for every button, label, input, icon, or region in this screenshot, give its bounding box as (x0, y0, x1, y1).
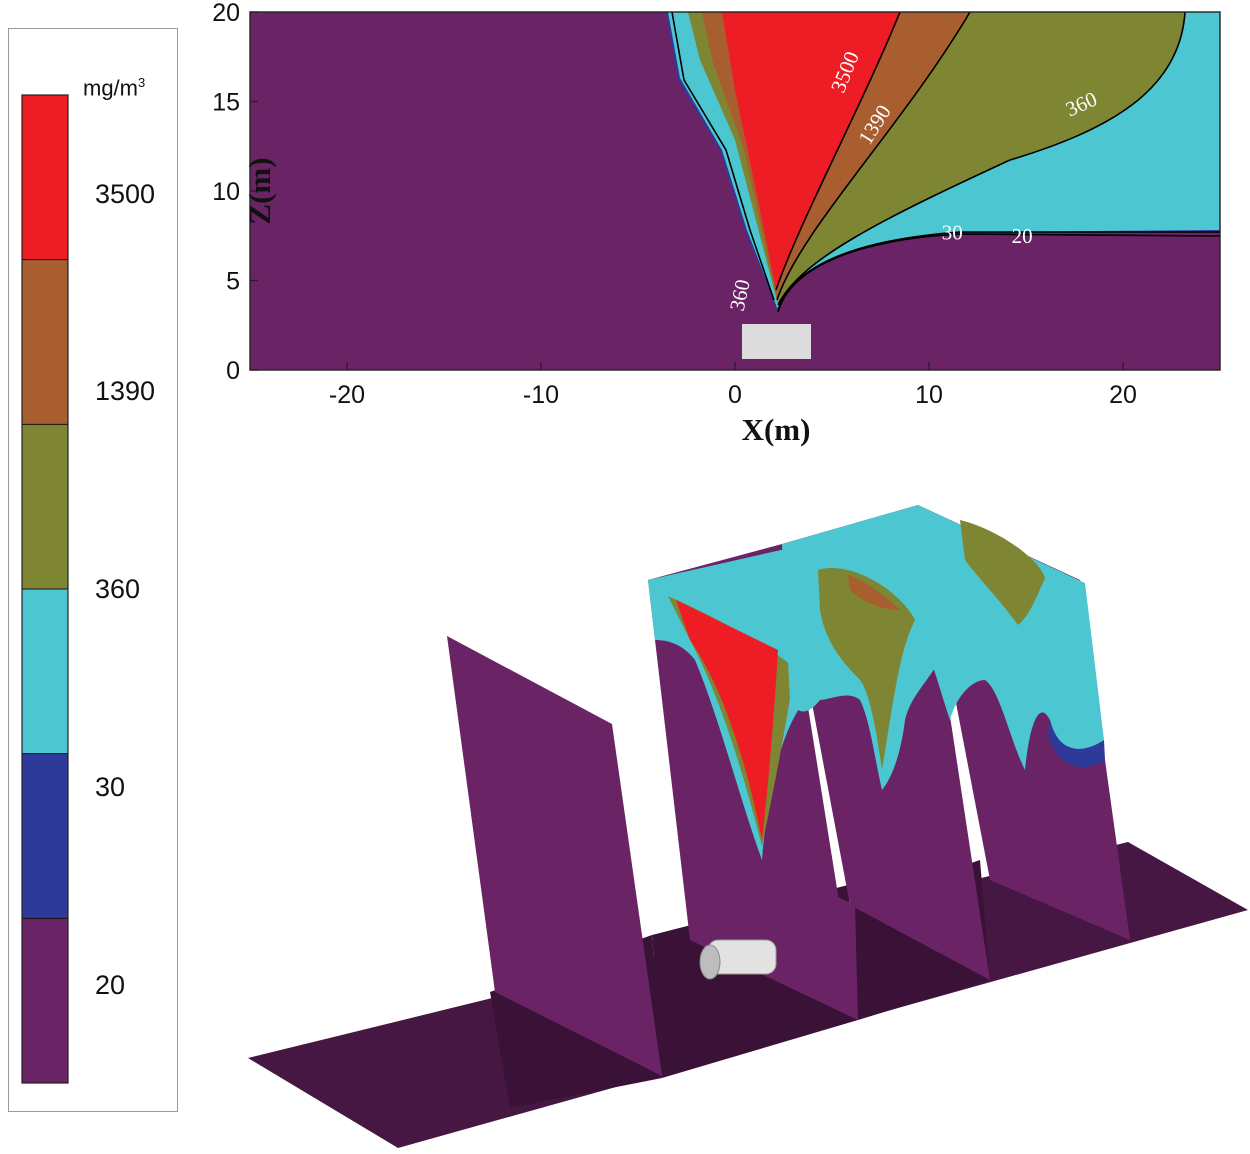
slice-1 (447, 636, 662, 1076)
legend-unit: mg/m3 (83, 75, 146, 101)
slice-4 (918, 505, 1130, 940)
x-tick-label: 10 (915, 381, 943, 409)
legend-level-label: 1390 (95, 376, 156, 406)
source-box (742, 324, 811, 359)
legend-level-label: 20 (95, 970, 126, 1000)
x-tick-label: 20 (1109, 381, 1137, 409)
x-tick-label: 0 (728, 381, 742, 409)
x-tick-label: -20 (329, 381, 365, 409)
slice-3 (782, 505, 990, 980)
y-axis-title: Z(m) (242, 157, 277, 224)
x-axis-title: X(m) (742, 412, 811, 447)
legend-level-label: 3500 (95, 179, 156, 209)
y-tick-label: 10 (212, 178, 240, 206)
x-tick-label: -10 (523, 381, 559, 409)
colorbar-band (22, 95, 68, 260)
y-tick-label: 5 (226, 268, 240, 296)
y-tick-label: 15 (212, 89, 240, 117)
y-tick-label: 20 (212, 0, 240, 27)
colorbar-band (22, 918, 68, 1083)
colorbar-band (22, 259, 68, 425)
colorbar-band (22, 424, 68, 589)
region-above-3500 (722, 12, 900, 290)
source-cylinder (699, 939, 777, 980)
legend-level-label: 360 (95, 574, 141, 604)
colorbar-band (22, 589, 68, 754)
colorbar-frame (21, 94, 69, 1084)
contour-lines (671, 12, 1220, 313)
contour-label: 20 (1012, 224, 1033, 248)
colorbar-legend: mg/m3 3500 1390 360 30 20 (8, 28, 178, 1112)
y-tick-label: 0 (226, 357, 240, 385)
colorbar (21, 94, 69, 1084)
contour-label: 30 (942, 220, 963, 244)
legend-level-label: 30 (95, 772, 126, 802)
slice-2-lower (690, 860, 858, 1020)
slices-3d-view (248, 505, 1248, 1148)
colorbar-band (22, 753, 68, 919)
